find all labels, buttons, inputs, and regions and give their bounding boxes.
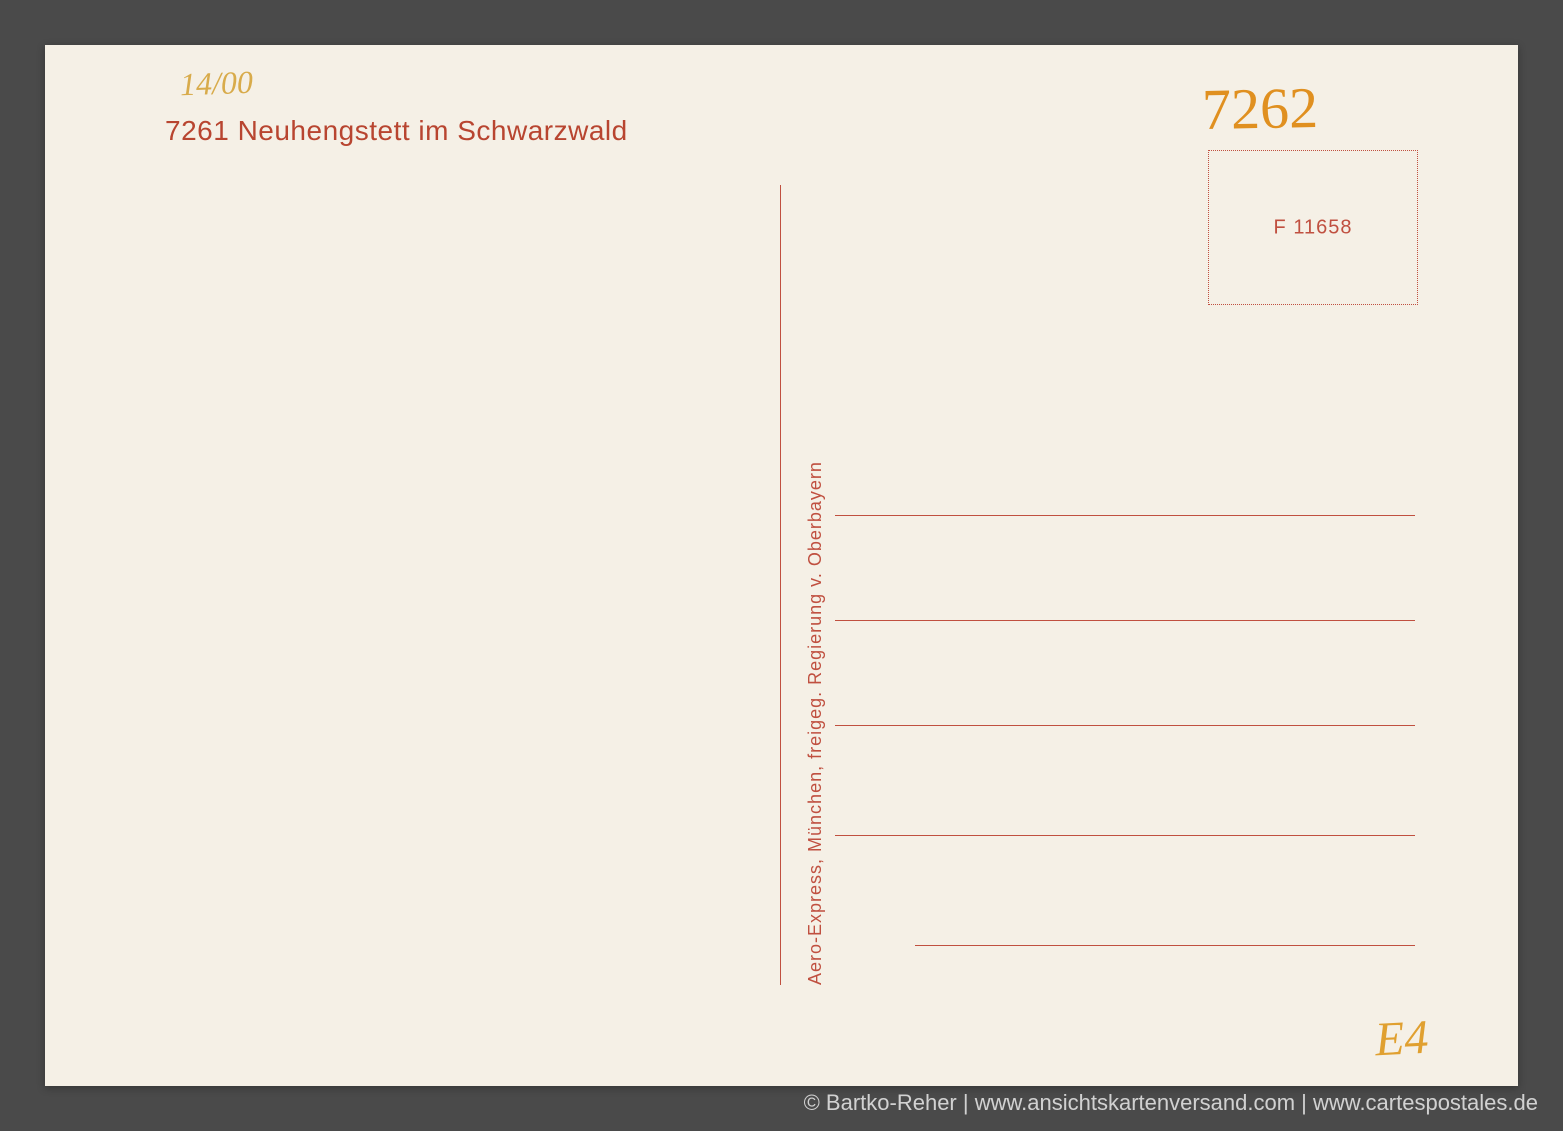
center-divider-line [780, 185, 781, 985]
address-line [915, 945, 1415, 946]
postcard-back: 14/00 7261 Neuhengstett im Schwarzwald 7… [45, 45, 1518, 1086]
handwritten-annotation-topleft: 14/00 [179, 64, 253, 104]
address-line [835, 725, 1415, 726]
address-line [835, 515, 1415, 516]
stamp-placeholder-box: F 11658 [1208, 150, 1418, 305]
postcard-wrapper: 14/00 7261 Neuhengstett im Schwarzwald 7… [0, 0, 1563, 1131]
postcard-title: 7261 Neuhengstett im Schwarzwald [165, 115, 628, 147]
publisher-credit-text: Aero-Express, München, freigeg. Regierun… [805, 461, 826, 985]
handwritten-annotation-topright: 7262 [1201, 74, 1318, 143]
watermark-text: © Bartko-Reher | www.ansichtskartenversa… [804, 1090, 1538, 1116]
stamp-code-text: F 11658 [1274, 216, 1353, 239]
handwritten-annotation-bottomright: E4 [1373, 1010, 1429, 1068]
address-line [835, 835, 1415, 836]
address-line [835, 620, 1415, 621]
